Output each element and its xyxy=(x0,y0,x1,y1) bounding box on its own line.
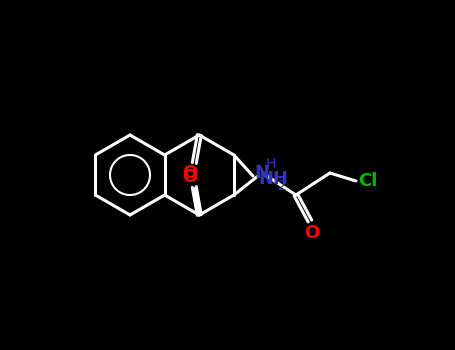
Text: O: O xyxy=(182,164,197,182)
Text: H: H xyxy=(266,157,276,171)
Text: NH: NH xyxy=(258,170,288,188)
Text: Cl: Cl xyxy=(358,172,378,190)
Text: O: O xyxy=(182,168,197,186)
Text: N: N xyxy=(254,164,269,182)
Text: 2: 2 xyxy=(278,179,286,193)
Text: O: O xyxy=(304,224,319,242)
